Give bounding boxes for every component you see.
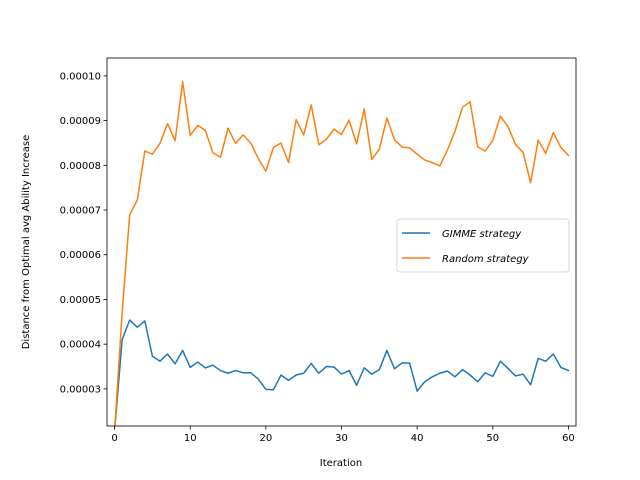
x-tick-label: 0 — [111, 433, 117, 444]
y-tick-label: 0.00009 — [60, 116, 101, 127]
x-tick-label: 30 — [335, 433, 348, 444]
x-tick-label: 50 — [486, 433, 499, 444]
y-tick-label: 0.00006 — [60, 250, 101, 261]
x-tick-label: 60 — [562, 433, 575, 444]
x-axis-label: Iteration — [320, 458, 362, 469]
y-tick-label: 0.00008 — [60, 161, 101, 172]
x-tick-label: 10 — [184, 433, 197, 444]
series-lines — [114, 80, 570, 426]
y-axis-label: Distance from Optimal avg Ability Increa… — [21, 135, 32, 350]
legend: GIMME strategy Random strategy — [396, 218, 570, 273]
y-tick-label: 0.00007 — [60, 206, 101, 217]
series-line-1 — [114, 319, 570, 426]
x-tick-label: 20 — [259, 433, 272, 444]
series-line-2 — [114, 80, 570, 426]
legend-label-1: GIMME strategy — [442, 229, 522, 240]
y-tick-label: 0.00003 — [60, 384, 101, 395]
legend-box — [396, 218, 570, 273]
x-tick-label: 40 — [411, 433, 424, 444]
legend-label-2: Random strategy — [442, 254, 530, 265]
y-tick-label: 0.00004 — [60, 340, 101, 351]
y-axis-ticks: 0.00003 0.00004 0.00005 0.00006 0.00007 0.000… — [60, 71, 107, 395]
y-tick-label: 0.00005 — [60, 295, 101, 306]
y-tick-label: 0.00010 — [60, 71, 101, 82]
x-axis-ticks: 0 10 20 30 40 50 60 — [111, 426, 575, 444]
